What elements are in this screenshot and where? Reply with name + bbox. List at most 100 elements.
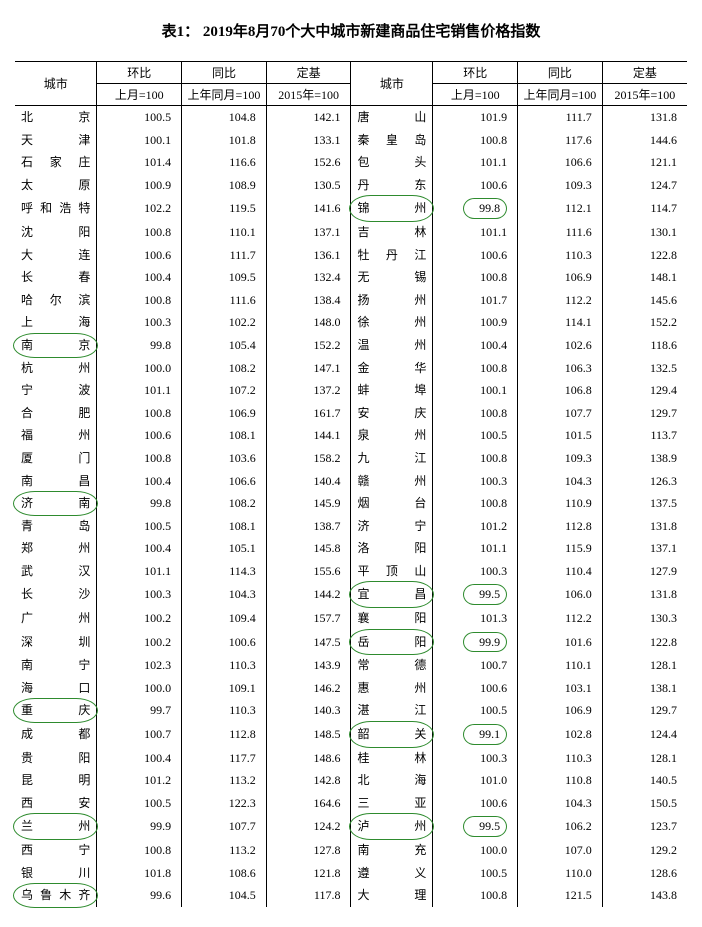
table-row: 兰州99.9107.7124.2泸州99.5106.2123.7: [15, 814, 687, 839]
city-cell: 常德: [351, 654, 433, 677]
city-cell: 天津: [15, 129, 97, 152]
hdr-base-right: 定基: [602, 62, 687, 84]
base-cell: 137.1: [266, 221, 351, 244]
yoy-cell: 111.7: [182, 244, 267, 267]
mom-cell: 100.2: [97, 630, 182, 655]
city-cell: 郑州: [15, 537, 97, 560]
yoy-cell: 102.2: [182, 311, 267, 334]
mom-cell: 100.4: [97, 470, 182, 493]
table-title: 表1： 2019年8月70个大中城市新建商品住宅销售价格指数: [15, 20, 687, 41]
table-row: 广州100.2109.4157.7襄阳101.3112.2130.3: [15, 607, 687, 630]
base-cell: 138.1: [602, 677, 687, 700]
city-cell: 杭州: [15, 357, 97, 380]
base-cell: 122.8: [602, 244, 687, 267]
city-cell: 唐山: [351, 106, 433, 129]
city-cell: 银川: [15, 862, 97, 885]
table-row: 长沙100.3104.3144.2宜昌99.5106.0131.8: [15, 582, 687, 607]
hdr-yoy-left: 同比: [182, 62, 267, 84]
base-cell: 138.4: [266, 289, 351, 312]
table-row: 济南99.8108.2145.9烟台100.8110.9137.5: [15, 492, 687, 515]
yoy-cell: 102.6: [518, 334, 603, 357]
city-cell: 海口: [15, 677, 97, 700]
base-cell: 158.2: [266, 447, 351, 470]
base-cell: 129.7: [602, 402, 687, 425]
mom-cell: 99.6: [97, 884, 182, 907]
yoy-cell: 107.7: [518, 402, 603, 425]
mom-cell: 100.7: [433, 654, 518, 677]
base-cell: 148.6: [266, 747, 351, 770]
base-cell: 118.6: [602, 334, 687, 357]
yoy-cell: 102.8: [518, 722, 603, 747]
city-cell: 青岛: [15, 515, 97, 538]
mom-cell: 100.8: [433, 357, 518, 380]
city-cell: 西安: [15, 792, 97, 815]
base-cell: 152.2: [602, 311, 687, 334]
mom-cell: 100.6: [97, 424, 182, 447]
yoy-cell: 113.2: [182, 839, 267, 862]
city-cell: 徐州: [351, 311, 433, 334]
hdr-city-left: 城市: [15, 62, 97, 106]
city-cell: 武汉: [15, 560, 97, 583]
mom-cell: 100.8: [433, 884, 518, 907]
city-cell: 南宁: [15, 654, 97, 677]
base-cell: 150.5: [602, 792, 687, 815]
yoy-cell: 109.4: [182, 607, 267, 630]
yoy-cell: 117.7: [182, 747, 267, 770]
base-cell: 137.5: [602, 492, 687, 515]
yoy-cell: 106.9: [518, 699, 603, 722]
mom-cell: 101.1: [433, 537, 518, 560]
table-row: 太原100.9108.9130.5丹东100.6109.3124.7: [15, 174, 687, 197]
base-cell: 143.8: [602, 884, 687, 907]
table-row: 南京99.8105.4152.2温州100.4102.6118.6: [15, 334, 687, 357]
yoy-cell: 109.5: [182, 266, 267, 289]
city-cell: 平顶山: [351, 560, 433, 583]
city-cell: 济宁: [351, 515, 433, 538]
mom-cell: 99.5: [433, 582, 518, 607]
mom-cell: 100.5: [433, 699, 518, 722]
yoy-cell: 107.7: [182, 814, 267, 839]
mom-cell: 100.1: [433, 379, 518, 402]
table-row: 北京100.5104.8142.1唐山101.9111.7131.8: [15, 106, 687, 129]
yoy-cell: 104.8: [182, 106, 267, 129]
yoy-cell: 110.1: [518, 654, 603, 677]
base-cell: 137.2: [266, 379, 351, 402]
table-row: 南昌100.4106.6140.4赣州100.3104.3126.3: [15, 470, 687, 493]
mom-cell: 100.8: [433, 266, 518, 289]
base-cell: 147.1: [266, 357, 351, 380]
hdr-base-left: 定基: [266, 62, 351, 84]
city-cell: 北海: [351, 769, 433, 792]
yoy-cell: 112.2: [518, 607, 603, 630]
yoy-cell: 113.2: [182, 769, 267, 792]
base-cell: 140.5: [602, 769, 687, 792]
mom-cell: 100.3: [433, 470, 518, 493]
city-cell: 西宁: [15, 839, 97, 862]
base-cell: 124.7: [602, 174, 687, 197]
base-cell: 146.2: [266, 677, 351, 700]
yoy-cell: 111.7: [518, 106, 603, 129]
city-cell: 惠州: [351, 677, 433, 700]
base-cell: 145.9: [266, 492, 351, 515]
yoy-cell: 104.3: [182, 582, 267, 607]
city-cell: 厦门: [15, 447, 97, 470]
city-cell: 牡丹江: [351, 244, 433, 267]
city-cell: 岳阳: [351, 630, 433, 655]
yoy-cell: 106.9: [518, 266, 603, 289]
table-row: 石家庄101.4116.6152.6包头101.1106.6121.1: [15, 151, 687, 174]
city-cell: 烟台: [351, 492, 433, 515]
table-row: 银川101.8108.6121.8遵义100.5110.0128.6: [15, 862, 687, 885]
city-cell: 韶关: [351, 722, 433, 747]
base-cell: 127.8: [266, 839, 351, 862]
base-cell: 123.7: [602, 814, 687, 839]
yoy-cell: 107.2: [182, 379, 267, 402]
mom-cell: 100.4: [97, 266, 182, 289]
yoy-cell: 106.3: [518, 357, 603, 380]
mom-cell: 99.8: [97, 492, 182, 515]
base-cell: 130.5: [266, 174, 351, 197]
yoy-cell: 112.8: [518, 515, 603, 538]
hdr-mom-sub-left: 上月=100: [97, 84, 182, 106]
base-cell: 138.7: [266, 515, 351, 538]
mom-cell: 100.7: [97, 722, 182, 747]
hdr-base-sub-left: 2015年=100: [266, 84, 351, 106]
base-cell: 124.2: [266, 814, 351, 839]
base-cell: 127.9: [602, 560, 687, 583]
